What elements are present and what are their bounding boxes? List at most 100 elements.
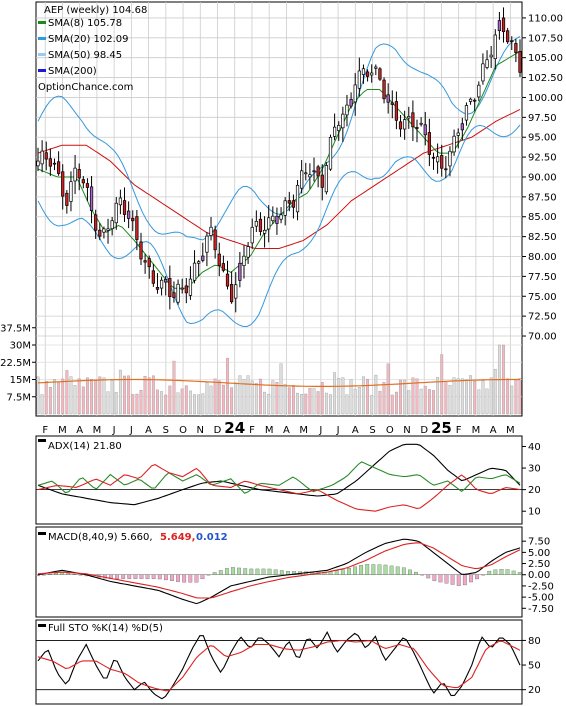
volume-bar xyxy=(250,380,254,415)
volume-bar xyxy=(485,388,489,415)
price-tick-label: 77.50 xyxy=(528,272,557,283)
x-axis-label: M xyxy=(58,425,67,436)
macd-histogram-bar xyxy=(139,574,144,579)
macd-histogram-bar xyxy=(115,574,119,579)
candle-body xyxy=(201,255,205,261)
macd-histogram-bar xyxy=(151,574,156,579)
candle-body xyxy=(510,40,514,43)
volume-bar xyxy=(61,378,65,415)
volume-bar xyxy=(69,376,73,415)
macd-histogram-bar xyxy=(48,573,52,575)
macd-histogram-bar xyxy=(353,566,357,575)
candle-body xyxy=(390,102,394,105)
tick-label: 5.00 xyxy=(528,548,550,559)
volume-bar xyxy=(292,385,295,415)
candle-body xyxy=(267,217,271,230)
candle-body xyxy=(394,101,399,121)
volume-bar xyxy=(304,393,308,415)
candle-body xyxy=(341,113,345,129)
x-axis-label: S xyxy=(369,425,375,436)
candle-body xyxy=(135,216,139,240)
tick-label: 40 xyxy=(528,442,541,453)
candle-body xyxy=(279,214,283,220)
macd-histogram-bar xyxy=(243,568,248,575)
candle-body xyxy=(464,105,469,121)
volume-bar xyxy=(394,391,398,415)
volume-bar xyxy=(448,385,452,415)
series-line xyxy=(37,443,521,506)
x-axis-label: M xyxy=(299,425,308,436)
candle-body xyxy=(262,229,267,234)
x-axis-label: D xyxy=(420,425,428,436)
tick-label: -5.00 xyxy=(528,593,554,604)
candle-body xyxy=(403,119,407,130)
candle-body xyxy=(518,51,522,73)
candle-body xyxy=(283,200,287,216)
macd-histogram-bar xyxy=(450,574,455,585)
candle-body xyxy=(435,156,440,163)
sma8-line xyxy=(37,50,521,289)
candle-body xyxy=(353,84,357,103)
macd-histogram-bar xyxy=(121,574,126,579)
macd-histogram-bar xyxy=(72,574,77,575)
macd-histogram-bar xyxy=(206,574,211,576)
macd-hist-value: 0.012 xyxy=(196,532,228,543)
volume-bar xyxy=(168,385,172,415)
candle-body xyxy=(481,63,485,82)
candle-body xyxy=(316,166,320,177)
candle-body xyxy=(419,122,423,125)
macd-swatch xyxy=(38,532,46,535)
tick-label: 2.50 xyxy=(528,559,550,570)
volume-bar xyxy=(283,384,287,415)
x-axis-label: 24 xyxy=(224,419,245,437)
candle-body xyxy=(250,226,254,244)
candle-body xyxy=(493,34,497,60)
volume-bar xyxy=(205,382,209,415)
macd-histogram-bar xyxy=(328,571,333,575)
volume-bar xyxy=(415,378,419,415)
volume-bar xyxy=(460,378,464,415)
candle-body xyxy=(460,123,464,131)
volume-tick-label: 22.5M xyxy=(0,358,31,369)
volume-bar xyxy=(312,388,316,415)
x-axis-label: F xyxy=(42,425,48,436)
volume-bar xyxy=(287,387,291,415)
candle-body xyxy=(155,287,160,290)
candle-body xyxy=(44,152,48,160)
price-tick-label: 70.00 xyxy=(528,332,557,343)
macd-histogram-bar xyxy=(365,564,370,575)
macd-histogram-bar xyxy=(505,569,510,575)
legend-swatch-sma20 xyxy=(38,37,46,40)
series-line xyxy=(37,463,521,512)
volume-bar xyxy=(427,389,431,415)
x-axis-label: D xyxy=(214,425,222,436)
candle-body xyxy=(304,172,308,175)
sma50-line xyxy=(37,108,521,249)
volume-bar xyxy=(259,378,262,415)
volume-bar xyxy=(366,378,369,415)
volume-bar xyxy=(329,394,332,415)
macd-histogram-bar xyxy=(487,570,492,575)
macd-histogram-bar xyxy=(224,568,229,575)
price-tick-label: 97.50 xyxy=(528,113,557,124)
volume-bar xyxy=(254,382,258,415)
candle-body xyxy=(361,68,366,75)
volume-bar xyxy=(469,375,472,415)
candle-body xyxy=(131,217,135,222)
macd-histogram-bar xyxy=(444,574,449,584)
candle-body xyxy=(382,79,386,100)
macd-histogram-bar xyxy=(292,571,296,575)
volume-bar xyxy=(362,376,365,415)
candle-body xyxy=(370,72,374,76)
volume-bar xyxy=(131,394,135,415)
macd-histogram-bar xyxy=(133,574,138,579)
candle-body xyxy=(242,255,246,267)
volume-bar xyxy=(432,390,435,415)
volume-bar xyxy=(176,392,180,415)
volume-bar xyxy=(316,391,320,415)
macd-histogram-bar xyxy=(157,574,162,580)
sto-title: Full STO %K(14) %D(5) xyxy=(48,623,163,634)
macd-histogram-bar xyxy=(237,567,241,575)
candle-body xyxy=(192,262,197,281)
